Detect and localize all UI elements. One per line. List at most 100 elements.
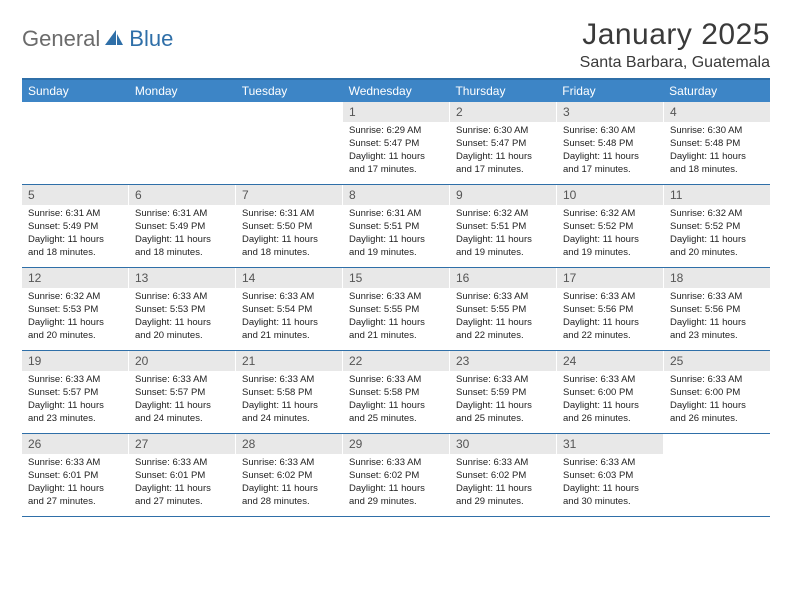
- daylight-text: Daylight: 11 hours and 17 minutes.: [456, 151, 550, 177]
- day-body: Sunrise: 6:33 AMSunset: 5:55 PMDaylight:…: [343, 288, 449, 347]
- day-number: 31: [557, 434, 663, 454]
- day-cell: 28Sunrise: 6:33 AMSunset: 6:02 PMDayligh…: [236, 434, 343, 516]
- day-number: 14: [236, 268, 342, 288]
- day-number: 2: [450, 102, 556, 122]
- day-number: 1: [343, 102, 449, 122]
- sunset-text: Sunset: 6:02 PM: [349, 470, 443, 483]
- sunrise-text: Sunrise: 6:31 AM: [135, 208, 229, 221]
- day-cell: 23Sunrise: 6:33 AMSunset: 5:59 PMDayligh…: [450, 351, 557, 433]
- sunset-text: Sunset: 5:47 PM: [349, 138, 443, 151]
- daylight-text: Daylight: 11 hours and 19 minutes.: [456, 234, 550, 260]
- day-number: 26: [22, 434, 128, 454]
- day-body: Sunrise: 6:33 AMSunset: 6:00 PMDaylight:…: [664, 371, 770, 430]
- day-cell: 16Sunrise: 6:33 AMSunset: 5:55 PMDayligh…: [450, 268, 557, 350]
- sunset-text: Sunset: 6:03 PM: [563, 470, 657, 483]
- daylight-text: Daylight: 11 hours and 17 minutes.: [563, 151, 657, 177]
- day-number: [664, 434, 770, 438]
- sunset-text: Sunset: 5:49 PM: [135, 221, 229, 234]
- day-body: Sunrise: 6:33 AMSunset: 6:01 PMDaylight:…: [129, 454, 235, 513]
- day-number: 25: [664, 351, 770, 371]
- logo-text-blue: Blue: [129, 26, 173, 52]
- sunset-text: Sunset: 5:49 PM: [28, 221, 122, 234]
- weekday-header: Saturday: [663, 80, 770, 102]
- day-cell: 13Sunrise: 6:33 AMSunset: 5:53 PMDayligh…: [129, 268, 236, 350]
- sunrise-text: Sunrise: 6:33 AM: [670, 291, 764, 304]
- daylight-text: Daylight: 11 hours and 29 minutes.: [349, 483, 443, 509]
- day-number: [129, 102, 235, 106]
- day-body: Sunrise: 6:31 AMSunset: 5:51 PMDaylight:…: [343, 205, 449, 264]
- day-number: 30: [450, 434, 556, 454]
- daylight-text: Daylight: 11 hours and 19 minutes.: [563, 234, 657, 260]
- day-body: Sunrise: 6:33 AMSunset: 6:01 PMDaylight:…: [22, 454, 128, 513]
- day-cell: 8Sunrise: 6:31 AMSunset: 5:51 PMDaylight…: [343, 185, 450, 267]
- day-number: 7: [236, 185, 342, 205]
- day-cell: [236, 102, 343, 184]
- daylight-text: Daylight: 11 hours and 28 minutes.: [242, 483, 336, 509]
- daylight-text: Daylight: 11 hours and 22 minutes.: [563, 317, 657, 343]
- sunset-text: Sunset: 5:53 PM: [135, 304, 229, 317]
- sunrise-text: Sunrise: 6:32 AM: [456, 208, 550, 221]
- day-body: Sunrise: 6:33 AMSunset: 6:00 PMDaylight:…: [557, 371, 663, 430]
- sunrise-text: Sunrise: 6:31 AM: [28, 208, 122, 221]
- day-cell: [22, 102, 129, 184]
- day-number: 13: [129, 268, 235, 288]
- daylight-text: Daylight: 11 hours and 23 minutes.: [28, 400, 122, 426]
- title-block: January 2025 Santa Barbara, Guatemala: [580, 18, 770, 72]
- day-number: 19: [22, 351, 128, 371]
- calendar: SundayMondayTuesdayWednesdayThursdayFrid…: [22, 78, 770, 517]
- day-cell: 19Sunrise: 6:33 AMSunset: 5:57 PMDayligh…: [22, 351, 129, 433]
- day-body: Sunrise: 6:33 AMSunset: 5:56 PMDaylight:…: [557, 288, 663, 347]
- day-body: Sunrise: 6:32 AMSunset: 5:52 PMDaylight:…: [664, 205, 770, 264]
- daylight-text: Daylight: 11 hours and 21 minutes.: [349, 317, 443, 343]
- day-number: 11: [664, 185, 770, 205]
- sunrise-text: Sunrise: 6:32 AM: [563, 208, 657, 221]
- sunset-text: Sunset: 5:47 PM: [456, 138, 550, 151]
- month-title: January 2025: [580, 18, 770, 52]
- day-number: 15: [343, 268, 449, 288]
- sunrise-text: Sunrise: 6:33 AM: [28, 374, 122, 387]
- daylight-text: Daylight: 11 hours and 27 minutes.: [135, 483, 229, 509]
- sunset-text: Sunset: 6:02 PM: [456, 470, 550, 483]
- daylight-text: Daylight: 11 hours and 27 minutes.: [28, 483, 122, 509]
- day-body: Sunrise: 6:33 AMSunset: 5:58 PMDaylight:…: [236, 371, 342, 430]
- daylight-text: Daylight: 11 hours and 25 minutes.: [456, 400, 550, 426]
- day-number: 6: [129, 185, 235, 205]
- weekday-header: Wednesday: [343, 80, 450, 102]
- daylight-text: Daylight: 11 hours and 18 minutes.: [670, 151, 764, 177]
- day-number: 27: [129, 434, 235, 454]
- daylight-text: Daylight: 11 hours and 18 minutes.: [135, 234, 229, 260]
- day-cell: 27Sunrise: 6:33 AMSunset: 6:01 PMDayligh…: [129, 434, 236, 516]
- day-number: 9: [450, 185, 556, 205]
- weeks-container: 1Sunrise: 6:29 AMSunset: 5:47 PMDaylight…: [22, 102, 770, 517]
- sunset-text: Sunset: 5:51 PM: [456, 221, 550, 234]
- day-body: Sunrise: 6:33 AMSunset: 5:55 PMDaylight:…: [450, 288, 556, 347]
- day-body: Sunrise: 6:32 AMSunset: 5:53 PMDaylight:…: [22, 288, 128, 347]
- day-cell: 3Sunrise: 6:30 AMSunset: 5:48 PMDaylight…: [557, 102, 664, 184]
- sunset-text: Sunset: 5:58 PM: [242, 387, 336, 400]
- day-cell: 25Sunrise: 6:33 AMSunset: 6:00 PMDayligh…: [664, 351, 770, 433]
- day-cell: 26Sunrise: 6:33 AMSunset: 6:01 PMDayligh…: [22, 434, 129, 516]
- logo-text-general: General: [22, 26, 100, 52]
- day-number: 29: [343, 434, 449, 454]
- daylight-text: Daylight: 11 hours and 29 minutes.: [456, 483, 550, 509]
- day-cell: 2Sunrise: 6:30 AMSunset: 5:47 PMDaylight…: [450, 102, 557, 184]
- sunrise-text: Sunrise: 6:29 AM: [349, 125, 443, 138]
- weekday-header: Tuesday: [236, 80, 343, 102]
- daylight-text: Daylight: 11 hours and 30 minutes.: [563, 483, 657, 509]
- sunrise-text: Sunrise: 6:33 AM: [670, 374, 764, 387]
- sunrise-text: Sunrise: 6:30 AM: [563, 125, 657, 138]
- day-cell: 6 Sunrise: 6:31 AMSunset: 5:49 PMDaylight…: [129, 185, 236, 267]
- day-cell: [664, 434, 770, 516]
- daylight-text: Daylight: 11 hours and 19 minutes.: [349, 234, 443, 260]
- day-cell: 7Sunrise: 6:31 AMSunset: 5:50 PMDaylight…: [236, 185, 343, 267]
- sunrise-text: Sunrise: 6:30 AM: [670, 125, 764, 138]
- day-number: 5: [22, 185, 128, 205]
- day-body: Sunrise: 6:33 AMSunset: 5:53 PMDaylight:…: [129, 288, 235, 347]
- day-cell: 11Sunrise: 6:32 AMSunset: 5:52 PMDayligh…: [664, 185, 770, 267]
- sunset-text: Sunset: 6:00 PM: [670, 387, 764, 400]
- day-body: Sunrise: 6:30 AMSunset: 5:48 PMDaylight:…: [557, 122, 663, 181]
- sunset-text: Sunset: 5:54 PM: [242, 304, 336, 317]
- day-number: 16: [450, 268, 556, 288]
- day-cell: 15Sunrise: 6:33 AMSunset: 5:55 PMDayligh…: [343, 268, 450, 350]
- daylight-text: Daylight: 11 hours and 23 minutes.: [670, 317, 764, 343]
